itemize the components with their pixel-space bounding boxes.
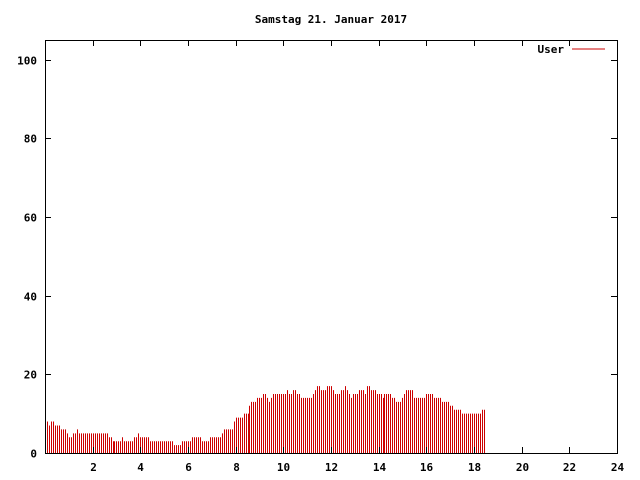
x-tick-label: 16 [420, 461, 434, 474]
y-tick-label: 80 [24, 133, 37, 146]
chart-title: Samstag 21. Januar 2017 [255, 13, 407, 26]
x-tick-label: 14 [373, 461, 387, 474]
x-tick-label: 12 [325, 461, 338, 474]
bars-group [45, 386, 485, 453]
x-tick-label: 4 [137, 461, 144, 474]
x-tick-label: 8 [233, 461, 240, 474]
x-tick-label: 22 [563, 461, 576, 474]
y-tick-label: 100 [17, 55, 37, 68]
x-tick-label: 10 [277, 461, 290, 474]
legend: User [538, 43, 605, 56]
y-tick-label: 0 [30, 448, 37, 461]
legend-label: User [538, 43, 565, 56]
x-tick-label: 6 [185, 461, 192, 474]
x-tick-label: 2 [90, 461, 97, 474]
x-tick-label: 24 [611, 461, 625, 474]
y-tick-label: 40 [24, 291, 37, 304]
y-tick-label: 60 [24, 212, 37, 225]
y-tick-label: 20 [24, 369, 37, 382]
x-tick-label: 18 [468, 461, 481, 474]
x-tick-label: 20 [516, 461, 529, 474]
plot-frame [45, 40, 618, 454]
